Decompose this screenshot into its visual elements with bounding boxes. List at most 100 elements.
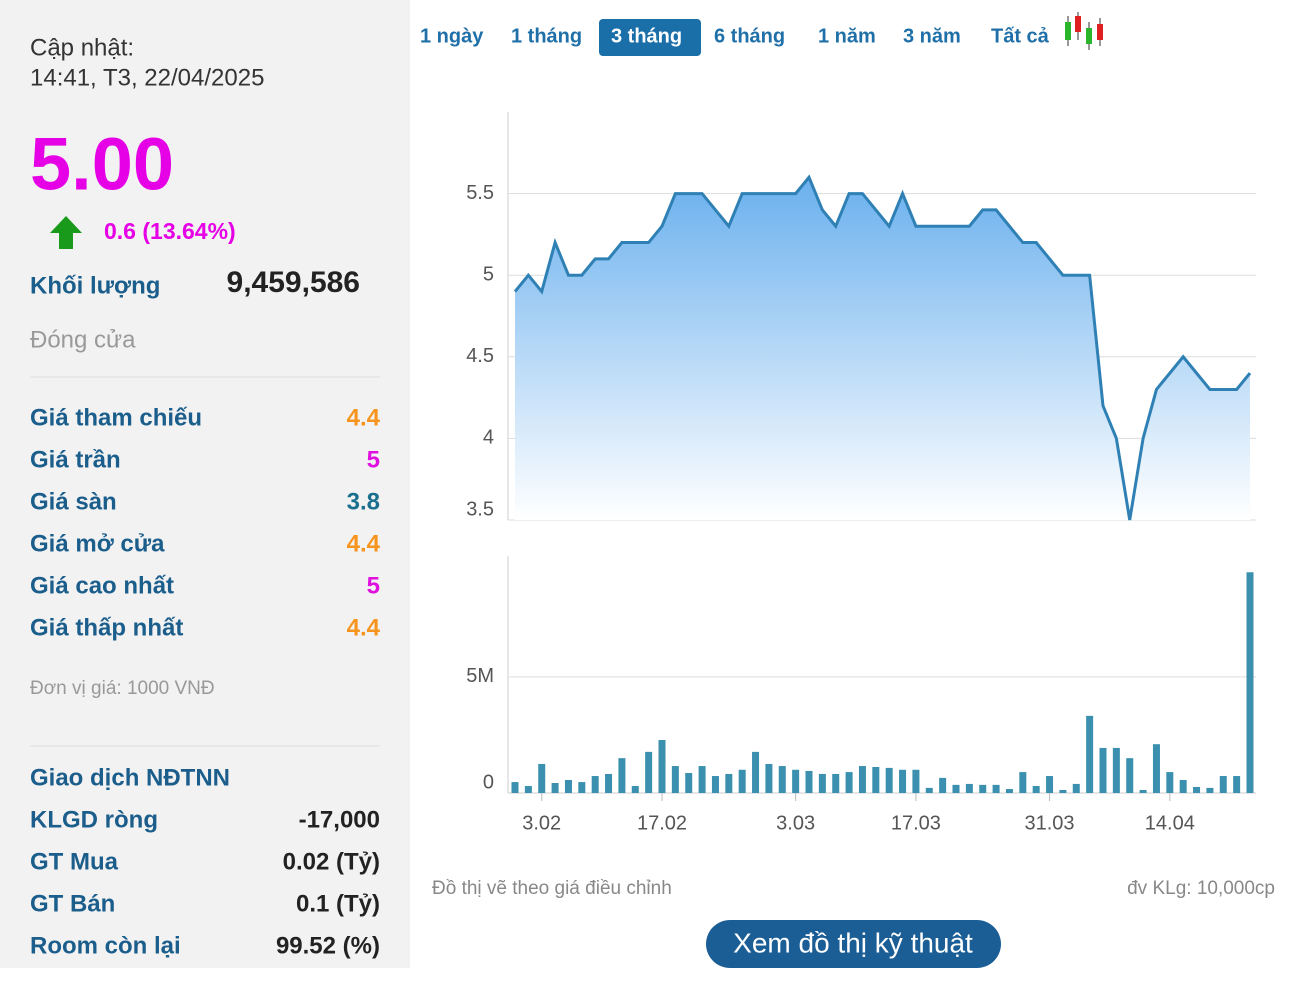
price-line [513,174,1252,521]
volume-bar [965,783,973,793]
price-change: 0.6 (13.64%) [104,218,236,244]
row-label: Giá thấp nhất [30,614,183,641]
up-arrow [50,216,82,249]
row-value: 3.8 [347,488,380,515]
volume-bar [885,767,893,793]
tab[interactable]: 1 ngày [420,25,484,47]
tab[interactable]: Tất cả [991,25,1050,47]
volume-bar [1059,789,1067,793]
unit-note: đv KLg: 10,000cp [1127,878,1275,899]
volume-bar [1032,786,1040,793]
tab[interactable]: 1 năm [818,25,876,47]
y-tick-label: 5.5 [466,182,494,204]
volume-bar [979,784,987,793]
volume-bar [1099,747,1107,793]
row-value: 0.02 (Tỷ) [283,848,380,875]
volume-bar [631,786,639,793]
volume-bar [1046,776,1054,793]
volume-bar [925,787,933,793]
row-value: 4.4 [347,530,381,557]
volume-bar [1005,789,1013,793]
x-tick-label: 14.04 [1145,812,1195,834]
row-value: 4.4 [347,404,381,431]
button[interactable]: Xem đồ thị kỹ thuật [706,920,1001,968]
volume-label: Khối lượng [30,272,160,299]
volume-bar [845,772,853,793]
button-label[interactable]: Xem đồ thị kỹ thuật [733,927,973,958]
volume-bar [564,779,572,793]
tab[interactable]: 3 năm [903,25,961,47]
volume-bar [685,773,693,793]
row-value: -17,000 [299,806,380,833]
update-time: 14:41, T3, 22/04/2025 [30,64,264,91]
volume-bar [1086,715,1094,793]
volume-bar [805,770,813,793]
row-label: GT Mua [30,848,119,875]
volume-bar [832,773,840,793]
tab[interactable]: 3 tháng [611,25,682,47]
volume-bar [912,769,920,793]
row-label: Giá cao nhất [30,572,174,599]
volume-bar [671,766,679,793]
volume-bar [511,782,519,793]
volume-bar [858,766,866,793]
sidebar [0,0,410,968]
tab[interactable]: 1 tháng [511,25,582,47]
y-tick-label: 0 [483,771,494,793]
volume-bar [538,763,546,793]
row-value: 99.52 (%) [276,932,380,959]
x-tick-label: 17.03 [891,812,941,834]
tab[interactable]: 6 tháng [714,25,785,47]
row-label: GT Bán [30,890,115,917]
row-value: 5 [367,572,380,599]
volume-bar [711,776,719,793]
volume-bar [792,769,800,793]
row-label: Giá trần [30,446,121,473]
volume-bar [765,763,773,793]
row-label: KLGD ròng [30,806,158,833]
tab-active-bg[interactable] [599,19,701,56]
chart-note: Đồ thị vẽ theo giá điều chỉnh [432,878,672,899]
volume-bar [1072,783,1080,793]
status: Đóng cửa [30,326,136,353]
volume-bar [1246,572,1254,793]
volume-bar [899,769,907,793]
volume-bar [645,751,653,793]
volume-bar [872,766,880,793]
row-label: Giá tham chiếu [30,404,202,431]
x-tick-label: 3.02 [522,812,561,834]
foreign-title: Giao dịch NĐTNN [30,764,230,791]
y-tick-label: 4 [483,427,494,449]
row-value: 5 [367,446,380,473]
volume-bar [1112,747,1120,793]
volume-bar [658,740,666,793]
x-tick-label: 3.03 [776,812,815,834]
row-label: Giá mở cửa [30,530,165,557]
price: 5.00 [30,123,174,206]
volume-bar [1019,772,1027,793]
volume-bar [752,751,760,793]
volume: 9,459,586 [227,266,360,299]
volume-bar [1166,772,1174,793]
x-tick-label: 31.03 [1025,812,1075,834]
y-tick-label: 3.5 [466,498,494,520]
volume-bar [992,784,1000,793]
volume-bar [1219,776,1227,793]
y-tick-label: 5 [483,263,494,285]
volume-bar [818,773,826,793]
volume-bar [952,784,960,793]
unit-note: Đơn vị giá: 1000 VNĐ [30,678,215,699]
volume-bar [738,769,746,793]
volume-bar [1233,776,1241,793]
volume-bar [939,777,947,793]
y-tick-label: 4.5 [466,345,494,367]
x-tick-label: 17.02 [637,812,687,834]
button-bg[interactable] [706,920,1001,968]
volume-bar [1179,779,1187,793]
price-area [515,177,1250,520]
volume-bar [1139,789,1147,793]
volume-bar [591,776,599,793]
row-label: Room còn lại [30,932,181,959]
volume-bar [698,766,706,793]
